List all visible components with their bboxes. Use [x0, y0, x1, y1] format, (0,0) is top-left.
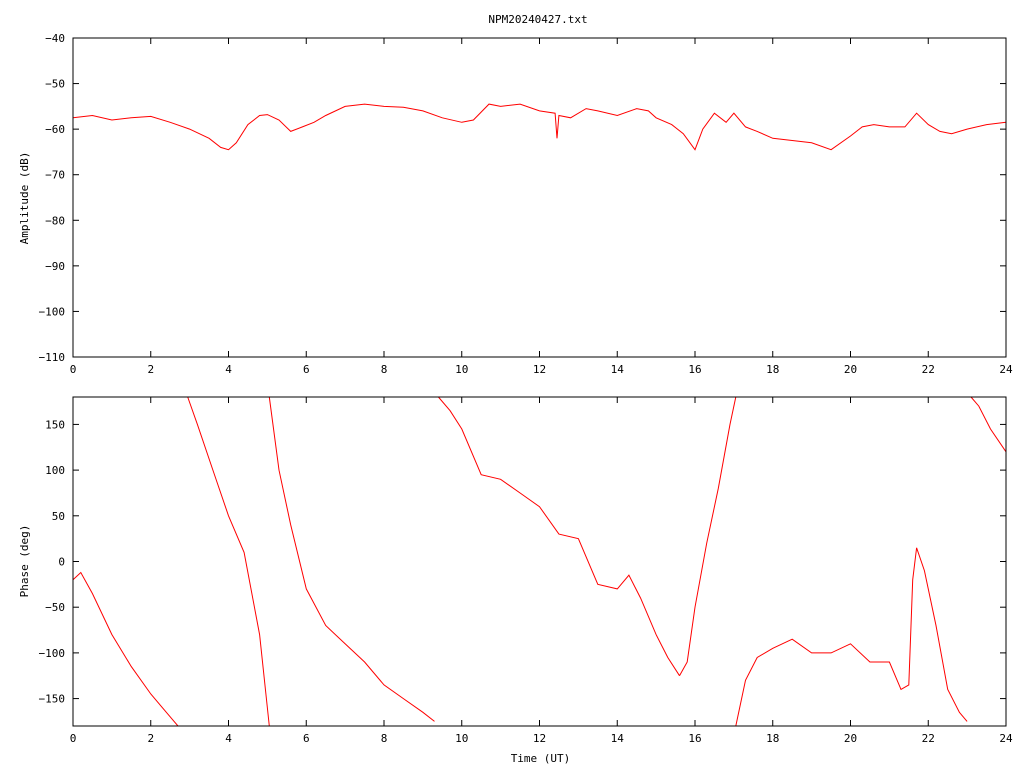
y-tick-label: −50 — [45, 78, 65, 91]
x-tick-label: 24 — [999, 732, 1013, 745]
x-tick-label: 20 — [844, 363, 857, 376]
x-tick-label: 18 — [766, 732, 779, 745]
y-tick-label: −50 — [45, 601, 65, 614]
y-tick-label: −80 — [45, 214, 65, 227]
x-tick-label: 8 — [381, 732, 388, 745]
x-tick-label: 22 — [922, 363, 935, 376]
x-tick-label: 2 — [147, 732, 154, 745]
y-axis-label: Phase (deg) — [18, 525, 31, 598]
x-tick-label: 12 — [533, 363, 546, 376]
series-line-1-1 — [187, 396, 270, 727]
series-line-1-2 — [268, 396, 435, 722]
chart-title: NPM20240427.txt — [488, 13, 587, 26]
x-tick-label: 22 — [922, 732, 935, 745]
x-tick-label: 16 — [688, 732, 701, 745]
x-tick-label: 8 — [381, 363, 388, 376]
y-tick-label: −90 — [45, 260, 65, 273]
y-tick-label: −110 — [39, 351, 66, 364]
y-tick-label: 150 — [45, 418, 65, 431]
series-line-1-6 — [970, 396, 1007, 453]
series-line-1-3 — [438, 396, 680, 676]
y-tick-label: −150 — [39, 693, 66, 706]
x-tick-label: 14 — [611, 363, 625, 376]
plot-frame — [72, 396, 1007, 727]
amplitude-plot: 0 2 4 6 8 10 12 14 16 18 20 22 24−110−100−90−80−70−6… — [18, 32, 1013, 376]
x-tick-label: 14 — [611, 732, 625, 745]
y-tick-label: −100 — [39, 305, 66, 318]
x-tick-label: 12 — [533, 732, 546, 745]
x-tick-label: 6 — [303, 732, 310, 745]
phase-plot: 0 2 4 6 8 10 12 14 16 18 20 22 24−150−100−5005010015… — [18, 396, 1013, 765]
x-tick-label: 0 — [70, 732, 77, 745]
plot-frame — [72, 37, 1007, 358]
x-tick-label: 18 — [766, 363, 779, 376]
x-tick-label: 16 — [688, 363, 701, 376]
series-line-1-5 — [735, 547, 968, 727]
series-line-0-0 — [72, 103, 1007, 151]
y-axis-label: Amplitude (dB) — [18, 152, 31, 245]
series-line-1-4 — [679, 396, 737, 676]
y-tick-label: 0 — [58, 556, 65, 569]
series-line-1-0 — [72, 571, 179, 727]
x-tick-label: 24 — [999, 363, 1013, 376]
x-axis-label: Time (UT) — [511, 752, 571, 765]
y-tick-label: −100 — [39, 647, 66, 660]
x-tick-label: 10 — [455, 732, 468, 745]
x-tick-label: 0 — [70, 363, 77, 376]
y-tick-label: −40 — [45, 32, 65, 45]
x-tick-label: 4 — [225, 732, 232, 745]
x-tick-label: 4 — [225, 363, 232, 376]
x-tick-label: 2 — [147, 363, 154, 376]
y-tick-label: −60 — [45, 123, 65, 136]
x-tick-label: 20 — [844, 732, 857, 745]
y-tick-label: −70 — [45, 169, 65, 182]
x-tick-label: 6 — [303, 363, 310, 376]
x-tick-label: 10 — [455, 363, 468, 376]
y-tick-label: 100 — [45, 464, 65, 477]
y-tick-label: 50 — [52, 510, 65, 523]
